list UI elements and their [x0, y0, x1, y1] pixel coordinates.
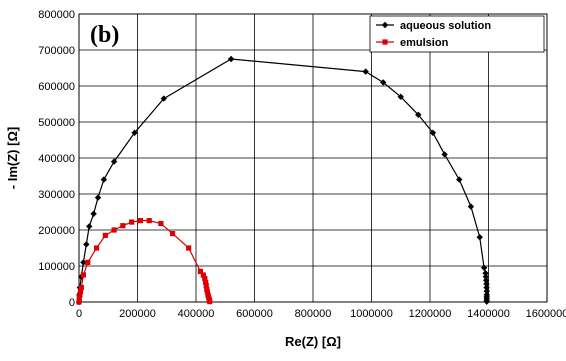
plot-area-frame	[78, 13, 548, 303]
data-point	[78, 285, 84, 291]
x-tick-label: 1400000	[467, 308, 510, 320]
grid-layer	[78, 13, 548, 303]
data-point	[131, 129, 138, 136]
y-tick-label: 300000	[38, 189, 75, 201]
data-point	[200, 272, 206, 278]
x-tick-label: 1200000	[409, 308, 452, 320]
data-point	[93, 245, 100, 251]
data-point	[186, 245, 192, 251]
x-tick-label: 1000000	[350, 308, 393, 320]
x-tick-label: 400000	[178, 308, 215, 320]
data-point	[441, 151, 448, 158]
data-point	[380, 79, 387, 86]
data-point	[77, 292, 83, 298]
legend-entry: emulsion	[376, 37, 449, 49]
data-point	[483, 280, 490, 288]
data-point	[482, 277, 490, 284]
series-emulsion	[76, 218, 213, 305]
legend-label: aqueous solution	[400, 20, 491, 32]
y-tick-label: 400000	[38, 153, 75, 165]
data-point	[203, 279, 209, 285]
x-axis-title: Re(Z) [Ω]	[285, 334, 341, 349]
data-point	[76, 295, 82, 301]
data-point	[397, 93, 404, 100]
data-point	[111, 227, 117, 233]
data-point	[137, 218, 144, 224]
legend-label: emulsion	[400, 37, 449, 49]
data-point	[227, 55, 235, 63]
data-point	[483, 288, 490, 295]
data-point	[77, 288, 84, 294]
data-point	[480, 264, 488, 271]
data-point	[482, 270, 489, 277]
data-point	[483, 298, 490, 305]
data-point	[482, 273, 490, 280]
legend-items: aqueous solution emulsion	[376, 20, 491, 49]
data-point	[129, 219, 135, 225]
y-tick-label: 0	[69, 297, 75, 309]
series-aqueous-solution	[75, 55, 490, 306]
data-point	[80, 259, 87, 266]
y-tick-label: 700000	[38, 45, 75, 57]
data-point	[80, 272, 86, 278]
data-point	[120, 223, 126, 229]
data-point	[76, 299, 82, 305]
tick-layer: 0 200000 400000 600000 800000 1000000 1200000 1…	[38, 9, 566, 320]
y-axis-title: - Im(Z) [Ω]	[5, 127, 20, 189]
legend-entry: aqueous solution	[376, 20, 491, 32]
data-point	[207, 299, 213, 305]
legend: aqueous solution emulsion	[369, 15, 545, 53]
data-point	[467, 203, 475, 210]
data-point	[146, 218, 152, 224]
data-point	[85, 259, 91, 265]
x-tick-label: 600000	[236, 308, 273, 320]
data-point	[94, 194, 102, 201]
data-point	[197, 268, 203, 274]
data-point	[362, 68, 369, 75]
y-tick-label: 600000	[38, 81, 75, 93]
data-point	[456, 176, 463, 183]
legend-marker	[382, 39, 388, 45]
data-point	[203, 283, 209, 289]
data-point	[429, 129, 437, 136]
series-layer	[75, 55, 490, 306]
data-point	[83, 241, 90, 248]
data-point	[158, 220, 164, 227]
data-point	[160, 95, 168, 102]
x-tick-label: 800000	[295, 308, 332, 320]
data-point	[483, 284, 490, 291]
data-point	[100, 176, 108, 183]
series-line	[78, 58, 488, 303]
data-point	[102, 232, 108, 238]
data-point	[476, 234, 483, 241]
y-tick-label: 800000	[38, 9, 75, 21]
x-tick-label: 1600000	[526, 308, 566, 320]
data-point	[90, 210, 97, 217]
data-point	[204, 289, 211, 295]
y-tick-label: 200000	[38, 225, 75, 237]
legend-box	[369, 15, 545, 53]
data-point	[415, 111, 422, 118]
x-tick-label: 0	[76, 308, 82, 320]
data-point	[202, 276, 208, 282]
data-point	[170, 231, 176, 237]
data-point	[86, 223, 93, 230]
y-tick-label: 500000	[38, 117, 75, 129]
legend-marker	[381, 21, 389, 29]
x-tick-label: 200000	[119, 308, 156, 320]
data-point	[110, 158, 118, 165]
panel-label: (b)	[90, 22, 119, 48]
y-tick-label: 100000	[38, 261, 75, 273]
series-line	[78, 220, 211, 303]
